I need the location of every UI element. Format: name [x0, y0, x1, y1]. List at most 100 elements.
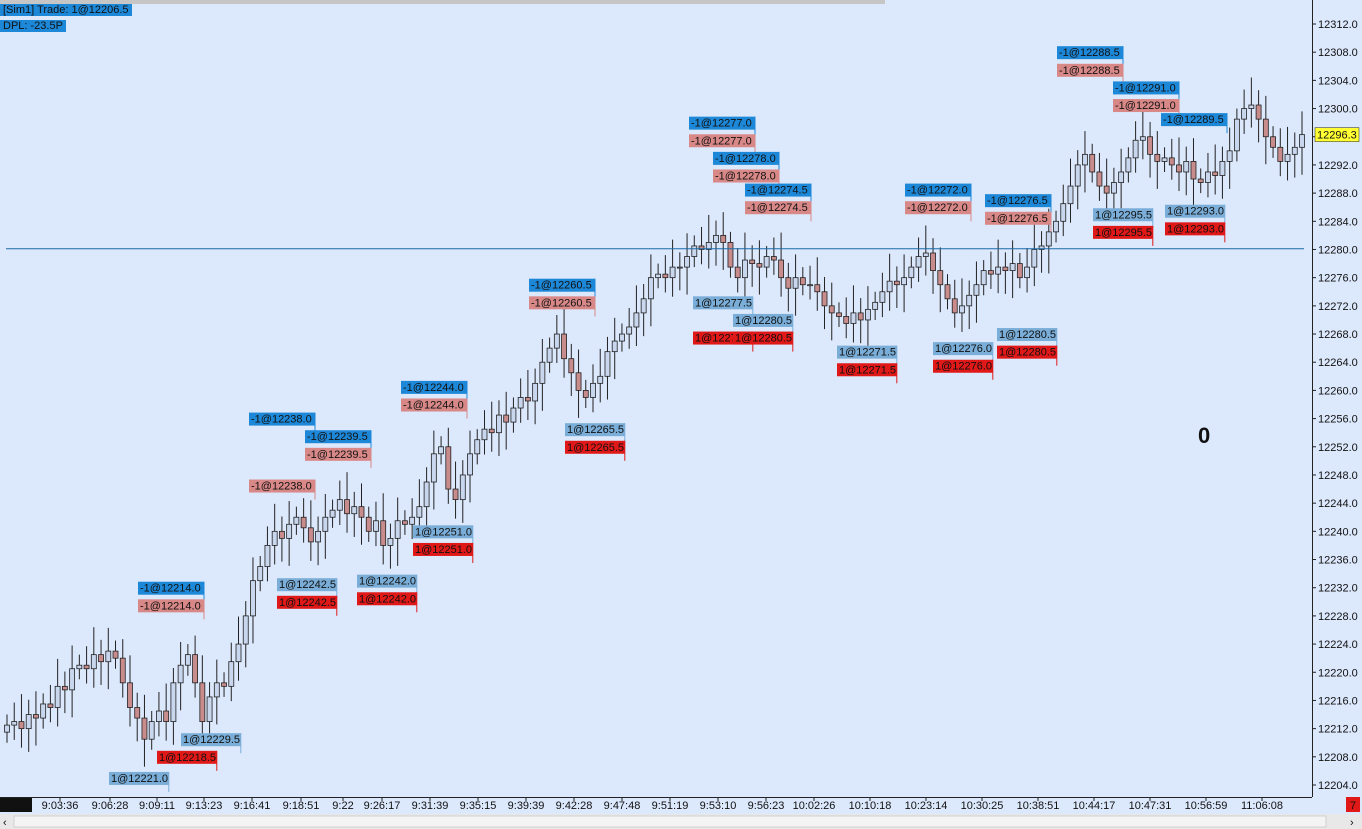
- trade-label-box: [997, 345, 1057, 359]
- candle-body: [69, 668, 76, 691]
- candle-body: [908, 266, 915, 279]
- trade-label-box: [305, 430, 371, 444]
- horizontal-scrollbar[interactable]: ‹ ›: [0, 814, 1362, 829]
- trade-label: 1@12218.5: [159, 752, 216, 764]
- candle-body: [995, 266, 1002, 275]
- candle-body: [98, 654, 104, 663]
- dpl-label: DPL: -23.5P: [0, 20, 66, 32]
- price-tick-label: 12276.0: [1318, 273, 1358, 285]
- candle-body: [336, 499, 343, 511]
- candle-body: [814, 284, 821, 293]
- candle-body: [1045, 231, 1052, 247]
- candle-body: [221, 682, 227, 687]
- candle-body: [409, 516, 416, 525]
- candle-body: [4, 724, 10, 733]
- candle-body: [1161, 157, 1168, 162]
- trade-label-box: [277, 595, 337, 609]
- trade-label: 1@12277.5: [695, 297, 752, 309]
- candle-body: [684, 256, 690, 268]
- candle-body: [387, 537, 394, 546]
- candle-body: [257, 566, 264, 582]
- trade-label: 1@12242.0: [359, 593, 416, 605]
- trade-label-box: [249, 412, 315, 426]
- candle-body: [438, 446, 444, 455]
- candle-body: [1255, 104, 1262, 120]
- candle-body: [1299, 134, 1305, 148]
- candle-body: [184, 654, 191, 666]
- candle-body: [1212, 171, 1219, 176]
- time-tick-label: 9:53:10: [700, 800, 737, 812]
- time-tick-label: 9:03:36: [42, 800, 79, 812]
- trade-labels: -1@12214.0 -1@12214.0 -1@12238.0 -1@12238.0…: [109, 46, 1228, 792]
- candle-body: [1053, 220, 1059, 233]
- candle-body: [206, 696, 213, 722]
- candle-body: [1248, 104, 1255, 109]
- candle-body: [235, 643, 242, 663]
- candle-body: [930, 252, 936, 272]
- candle-body: [1132, 139, 1139, 159]
- scroll-left-icon[interactable]: ‹: [3, 817, 7, 829]
- trade-label-box: [933, 359, 993, 373]
- trade-label-box: [1093, 208, 1153, 222]
- candle-body: [763, 256, 770, 268]
- candle-body: [532, 382, 539, 402]
- candle-body: [134, 707, 141, 719]
- candle-body: [734, 266, 741, 279]
- price-axis[interactable]: 12312.012308.012304.012300.012296.012292…: [1312, 19, 1358, 792]
- candle-body: [1154, 153, 1161, 162]
- trade-label-box: [1165, 222, 1225, 236]
- candle-body: [865, 308, 871, 321]
- candle-body: [590, 382, 596, 398]
- trade-label: -1@12238.0: [251, 481, 312, 493]
- scrollbar-track[interactable]: [13, 815, 1327, 828]
- trade-label: -1@12277.0: [691, 118, 752, 130]
- trade-label: 1@12295.5: [1095, 227, 1152, 239]
- candle-body: [1277, 146, 1284, 162]
- candle-body: [271, 530, 278, 546]
- candle-body: [1082, 153, 1088, 166]
- candle-body: [1016, 263, 1023, 279]
- candle-body: [937, 270, 944, 286]
- time-axis[interactable]: 9-9-26 9:03:36 9:06:28 9:09:11 9:13:23 9:16:4…: [0, 797, 1283, 812]
- candle-body: [250, 580, 256, 617]
- trade-label-box: [713, 151, 779, 165]
- trade-label-box: [1057, 63, 1123, 77]
- candle-body: [445, 446, 452, 490]
- trade-label-box: [357, 574, 417, 588]
- trade-label-box: [109, 771, 169, 785]
- time-tick-label: 9:42:28: [556, 800, 593, 812]
- time-tick-label: 9:56:23: [748, 800, 785, 812]
- candle-body: [1002, 266, 1009, 272]
- trade-label: 1@12221.0: [111, 773, 168, 785]
- trade-label: 1@12280.5: [735, 333, 792, 345]
- scroll-right-icon[interactable]: ›: [1350, 817, 1354, 829]
- candle-body: [539, 361, 546, 384]
- candle-body: [792, 277, 799, 289]
- candle-body: [1024, 266, 1030, 279]
- time-tick-label: 9:13:23: [186, 800, 223, 812]
- candle-body: [199, 682, 206, 722]
- candle-body: [488, 428, 495, 434]
- price-tick-label: 12268.0: [1318, 329, 1358, 341]
- candle-body: [553, 333, 560, 349]
- price-tick-label: 12208.0: [1318, 752, 1358, 764]
- trade-label: -1@12272.0: [907, 202, 968, 214]
- candle-body: [1110, 182, 1117, 194]
- time-tick-label: 9:18:51: [283, 800, 320, 812]
- candle-body: [980, 270, 987, 286]
- trade-label-box: [1161, 113, 1227, 127]
- candle-body: [698, 245, 705, 250]
- trade-label: 1@12276.0: [935, 361, 992, 373]
- candle-body: [192, 654, 199, 684]
- trade-label-box: [689, 134, 755, 148]
- time-tick-label: 9:26:17: [364, 800, 401, 812]
- candle-body: [669, 266, 676, 279]
- candle-body: [597, 375, 604, 384]
- candle-body: [25, 714, 32, 730]
- candle-body: [105, 650, 112, 663]
- candle-body: [901, 277, 907, 286]
- price-tick-label: 12248.0: [1318, 470, 1358, 482]
- time-tick-label: 9-9-26: [0, 800, 32, 812]
- candle-body: [1139, 136, 1146, 141]
